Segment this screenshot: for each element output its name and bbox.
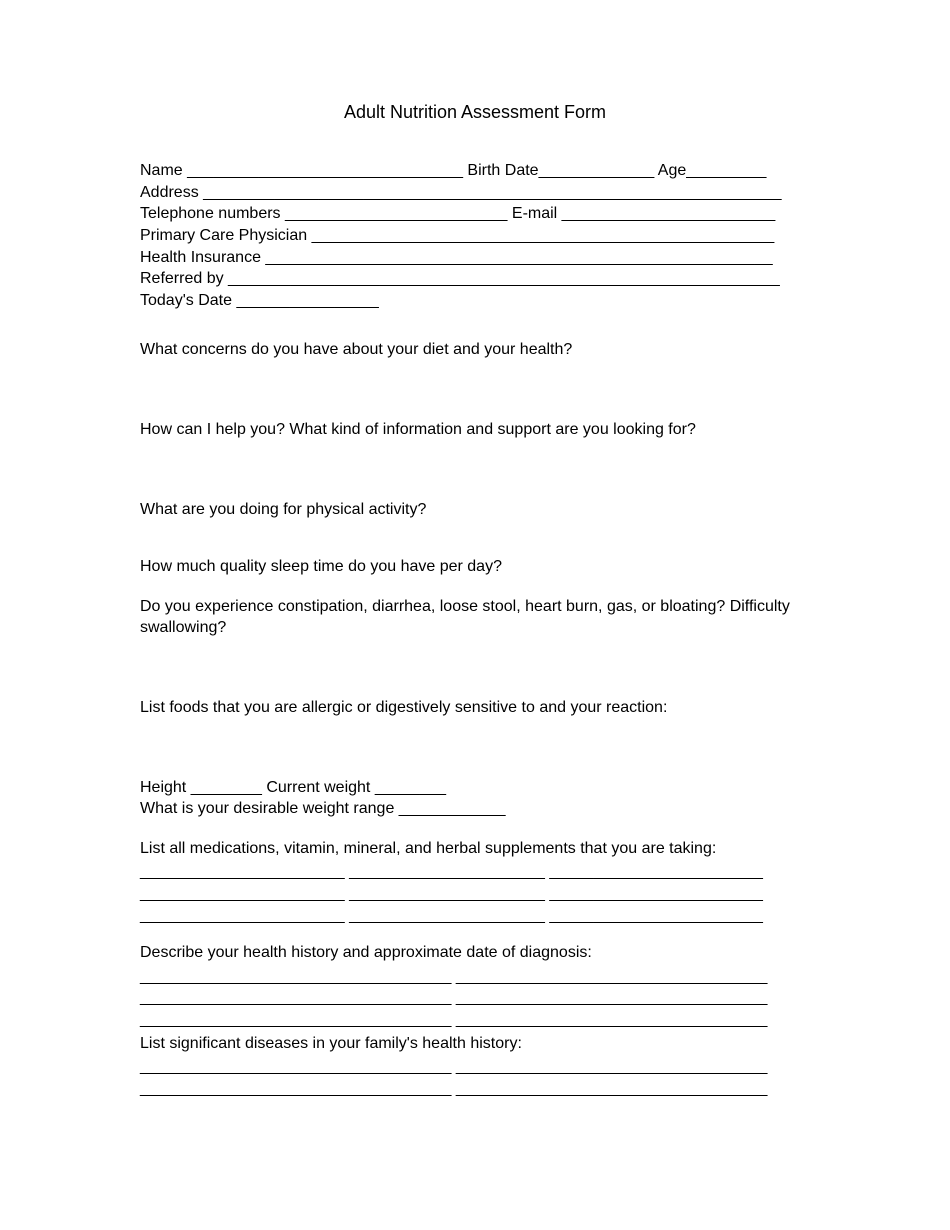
question-concerns: What concerns do you have about your die…	[140, 339, 810, 361]
phone-email-line: Telephone numbers ______________________…	[140, 203, 810, 225]
question-health-history: Describe your health history and approxi…	[140, 942, 810, 964]
insurance-line: Health Insurance _______________________…	[140, 247, 810, 269]
health-history-blanks: ___________________________________ ____…	[140, 966, 810, 1031]
question-family-history: List significant diseases in your family…	[140, 1033, 810, 1055]
family-history-section: List significant diseases in your family…	[140, 1033, 810, 1100]
name-birthdate-age-line: Name _______________________________ Bir…	[140, 160, 810, 182]
question-digestion: Do you experience constipation, diarrhea…	[140, 596, 810, 639]
question-help: How can I help you? What kind of informa…	[140, 419, 810, 441]
physician-line: Primary Care Physician _________________…	[140, 225, 810, 247]
medications-section: List all medications, vitamin, mineral, …	[140, 838, 810, 926]
date-line: Today's Date ________________	[140, 290, 810, 312]
question-allergies: List foods that you are allergic or dige…	[140, 697, 810, 719]
personal-info-section: Name _______________________________ Bir…	[140, 160, 810, 311]
question-medications: List all medications, vitamin, mineral, …	[140, 838, 810, 860]
desirable-weight-line: What is your desirable weight range ____…	[140, 798, 810, 820]
height-weight-line: Height ________ Current weight ________	[140, 777, 810, 799]
question-activity: What are you doing for physical activity…	[140, 499, 810, 521]
family-history-blanks: ___________________________________ ____…	[140, 1056, 810, 1099]
address-line: Address ________________________________…	[140, 182, 810, 204]
health-history-section: Describe your health history and approxi…	[140, 942, 810, 1030]
height-weight-section: Height ________ Current weight ________ …	[140, 777, 810, 820]
medications-blanks: _______________________ ________________…	[140, 861, 810, 926]
referred-by-line: Referred by ____________________________…	[140, 268, 810, 290]
question-sleep: How much quality sleep time do you have …	[140, 556, 810, 578]
form-title: Adult Nutrition Assessment Form	[140, 100, 810, 124]
